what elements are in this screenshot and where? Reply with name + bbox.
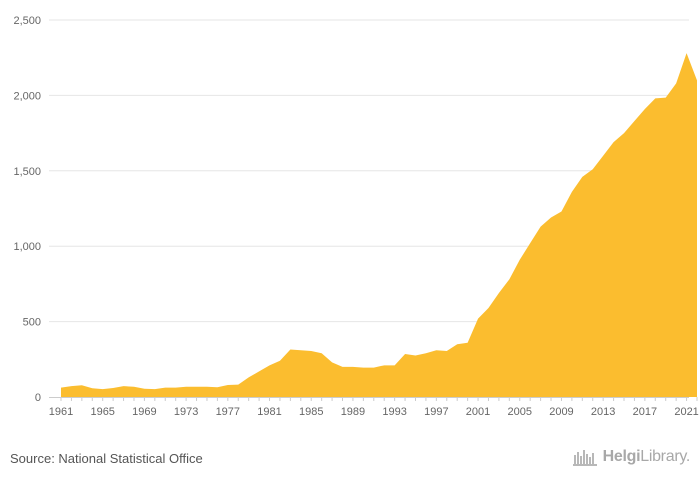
series-area-fill — [61, 53, 697, 398]
y-tick-label: 2,500 — [13, 15, 41, 27]
x-tick-label: 2013 — [591, 406, 615, 418]
x-tick-label: 1969 — [132, 406, 156, 418]
brand-logo[interactable]: HelgiLibrary. — [572, 448, 691, 466]
x-tick-label: 1985 — [299, 406, 323, 418]
x-tick-label: 2009 — [549, 406, 573, 418]
x-tick-label: 2005 — [508, 406, 532, 418]
x-tick-label: 1981 — [257, 406, 281, 418]
y-tick-label: 0 — [35, 392, 41, 404]
x-tick-label: 1993 — [382, 406, 406, 418]
y-tick-label: 2,000 — [13, 90, 41, 102]
x-tick-label: 1961 — [49, 406, 73, 418]
x-tick-label: 2017 — [633, 406, 657, 418]
y-tick-label: 500 — [23, 317, 41, 329]
chart-footer: Source: National Statistical Office Helg… — [0, 440, 700, 483]
area-chart: 0 500 1,000 1,500 2,000 2,500 1961 1965 1969 197… — [13, 15, 699, 418]
x-tick-label: 1997 — [424, 406, 448, 418]
x-tick-label: 2021 — [674, 406, 698, 418]
y-axis-ticks: 0 500 1,000 1,500 2,000 2,500 — [13, 15, 41, 404]
x-tick-label: 2001 — [466, 406, 490, 418]
y-tick-label: 1,500 — [13, 166, 41, 178]
brand-name: HelgiLibrary. — [602, 448, 691, 465]
x-tick-label: 1977 — [216, 406, 240, 418]
x-tick-label: 1973 — [174, 406, 198, 418]
library-icon — [572, 450, 597, 466]
x-tick-label: 1989 — [341, 406, 365, 418]
source-note: Source: National Statistical Office — [10, 451, 203, 466]
x-tick-label: 1965 — [90, 406, 114, 418]
series-area — [61, 53, 697, 398]
x-axis-ticks: 1961 1965 1969 1973 1977 1981 1985 1989 1993 1997… — [49, 397, 699, 418]
y-tick-label: 1,000 — [13, 241, 41, 253]
